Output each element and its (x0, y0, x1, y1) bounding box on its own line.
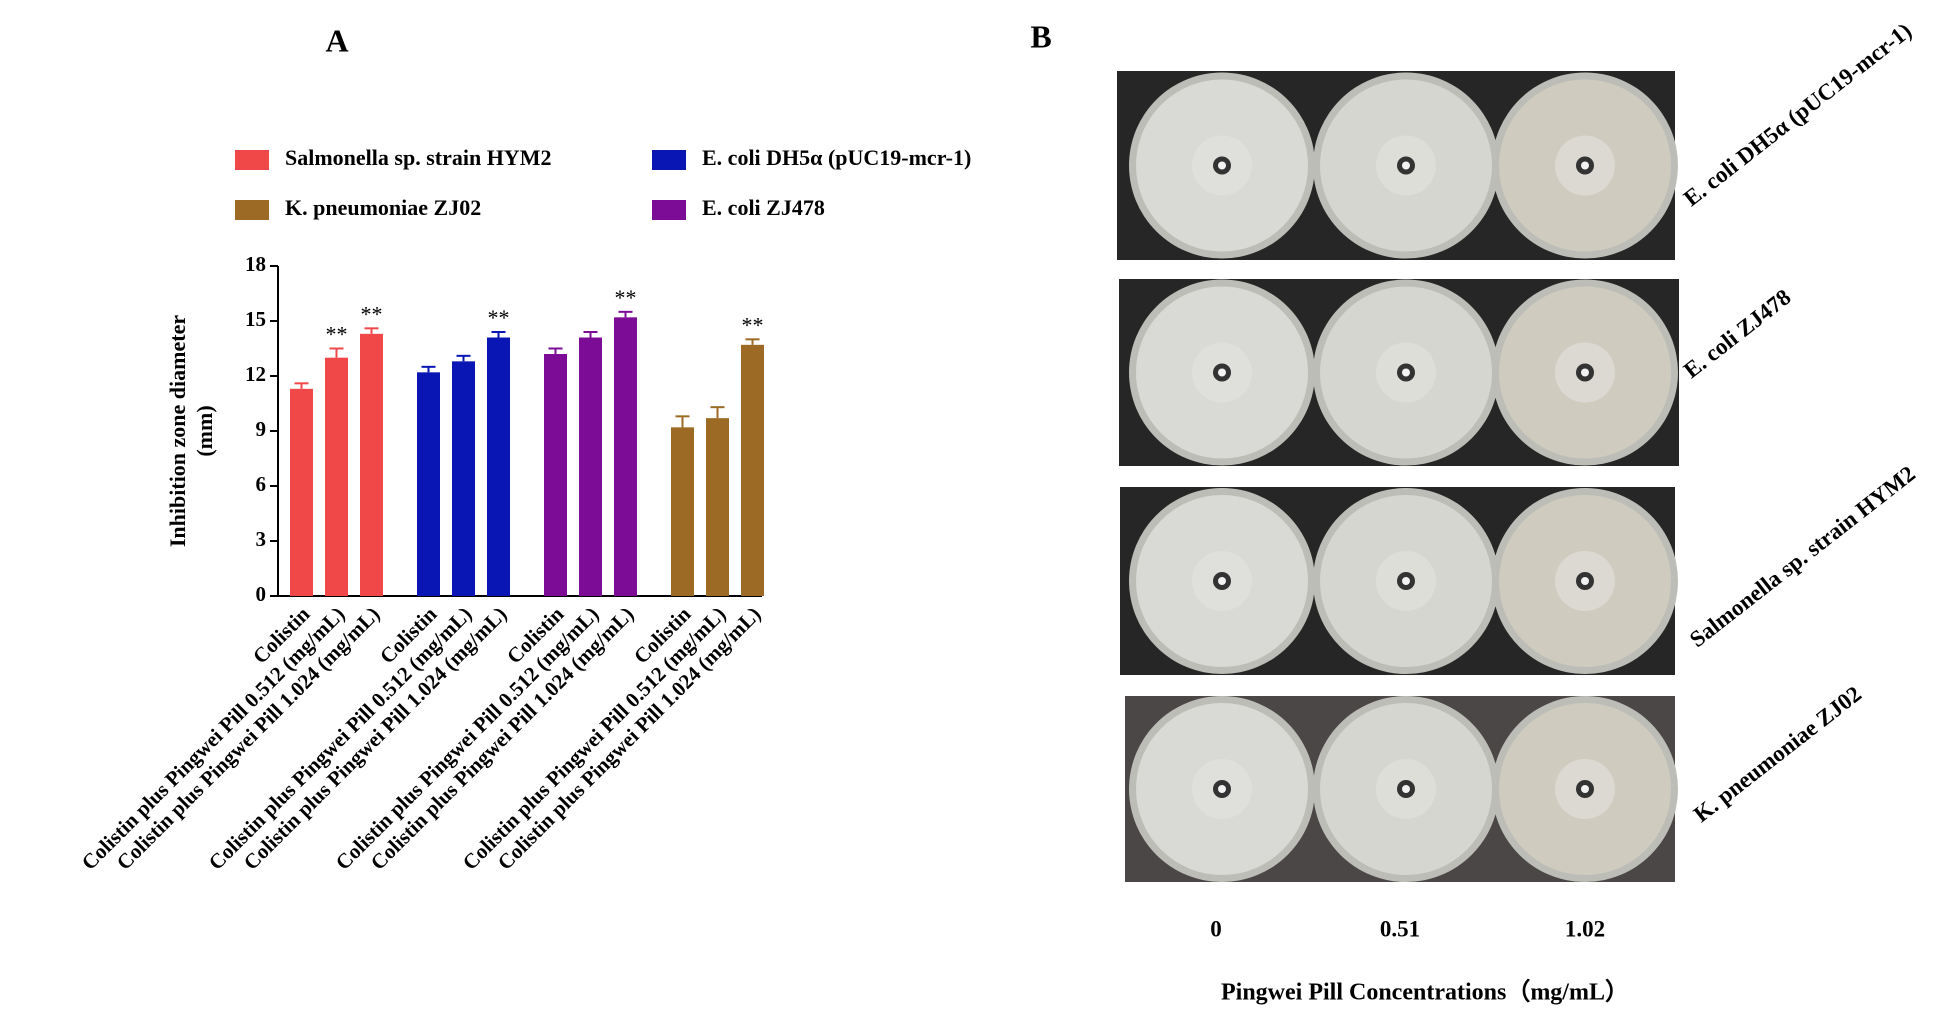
antibiotic-disc-center (1402, 368, 1410, 377)
panel-letter: B (1030, 18, 1051, 54)
significance-label: ** (488, 305, 510, 330)
legend-label: E. coli DH5α (pUC19-mcr-1) (702, 145, 971, 170)
panel-letter: A (325, 22, 348, 58)
antibiotic-disc-center (1581, 368, 1589, 377)
legend-swatch (652, 150, 686, 170)
column-label: 0.51 (1380, 916, 1420, 941)
bar (671, 427, 694, 596)
y-tick-label: 3 (256, 527, 267, 551)
bar (360, 333, 383, 596)
antibiotic-disc-center (1402, 577, 1410, 585)
antibiotic-disc-center (1402, 785, 1410, 793)
antibiotic-disc-center (1581, 785, 1589, 793)
antibiotic-disc-center (1218, 368, 1226, 377)
bar (290, 388, 313, 596)
bar (452, 361, 475, 596)
antibiotic-disc-center (1218, 161, 1226, 170)
bar (544, 354, 567, 596)
legend-swatch (235, 200, 269, 220)
significance-label: ** (615, 285, 637, 310)
y-tick-label: 0 (256, 582, 267, 606)
y-tick-label: 18 (245, 252, 266, 276)
significance-label: ** (742, 312, 764, 337)
legend-label: Salmonella sp. strain HYM2 (285, 145, 551, 170)
bar (741, 344, 764, 596)
y-tick-label: 9 (256, 417, 267, 441)
x-axis-label: Pingwei Pill Concentrations（mg/mL） (1221, 979, 1629, 1006)
antibiotic-disc-center (1218, 785, 1226, 793)
bar (706, 418, 729, 596)
bar (487, 337, 510, 596)
y-axis-label: Inhibition zone diameter (165, 315, 190, 547)
antibiotic-disc-center (1402, 161, 1410, 170)
legend-label: K. pneumoniae ZJ02 (285, 195, 481, 220)
y-tick-label: 6 (256, 472, 267, 496)
significance-label: ** (326, 322, 348, 347)
bar (325, 357, 348, 596)
y-axis-label: (mm) (192, 405, 217, 456)
antibiotic-disc-center (1581, 161, 1589, 170)
x-tick-label: Colistin plus Pingwei Pill 0.512 (mg/mL) (77, 602, 350, 875)
antibiotic-disc-center (1218, 577, 1226, 585)
legend-swatch (235, 150, 269, 170)
row-label: E. coli ZJ478 (1679, 284, 1796, 383)
y-tick-label: 12 (245, 362, 266, 386)
bar (417, 372, 440, 596)
row-label: Salmonella sp. strain HYM2 (1685, 461, 1920, 652)
antibiotic-disc-center (1581, 577, 1589, 585)
row-label: E. coli DH5α (pUC19-mcr-1) (1679, 18, 1916, 211)
bar (579, 337, 602, 596)
legend-swatch (652, 200, 686, 220)
y-tick-label: 15 (245, 307, 266, 331)
column-label: 1.02 (1565, 916, 1605, 941)
row-label: K. pneumoniae ZJ02 (1689, 681, 1866, 827)
bar (614, 317, 637, 596)
column-label: 0 (1210, 916, 1222, 941)
legend-label: E. coli ZJ478 (702, 195, 825, 220)
significance-label: ** (361, 301, 383, 326)
